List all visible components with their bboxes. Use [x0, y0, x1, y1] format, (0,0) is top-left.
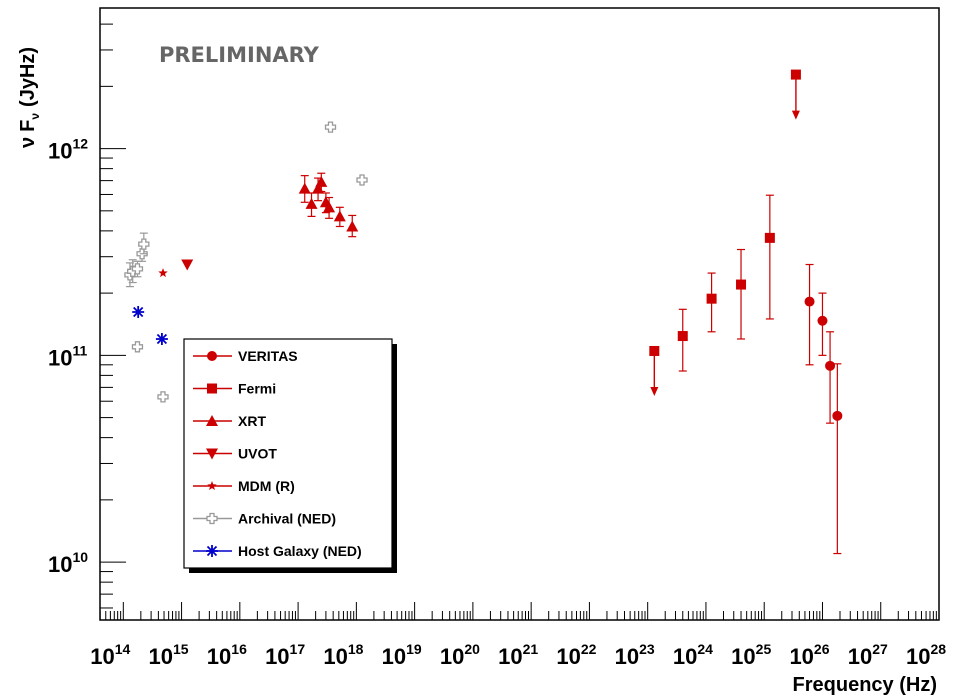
y-tick-label: 1010: [48, 549, 88, 577]
x-axis-title: Frequency (Hz): [793, 674, 937, 696]
legend-label: Host Galaxy (NED): [238, 543, 362, 559]
series-fermi: [649, 69, 801, 396]
y-title-unit: (JyHz): [17, 47, 39, 107]
y-tick-label: 1011: [48, 342, 87, 370]
legend-entry: MDM (R): [193, 478, 295, 494]
series-mdm-r: [158, 268, 168, 278]
data-point: [323, 196, 336, 219]
x-tick-label: 1017: [265, 641, 305, 669]
legend-entry: UVOT: [193, 446, 277, 462]
x-tick-label: 1016: [207, 641, 247, 669]
legend-label: XRT: [238, 413, 266, 429]
data-point: [346, 214, 359, 238]
data-point: [817, 292, 828, 356]
data-point: [649, 345, 660, 396]
data-point: [132, 306, 145, 319]
data-point: [333, 206, 346, 228]
series-host-galaxy-ned: [132, 306, 168, 345]
data-point: [131, 341, 144, 353]
data-point: [790, 69, 801, 120]
y-title-F: F: [17, 120, 39, 132]
x-axis-tick-labels: 1014 1015 1016 1017 1018 1019 1020 1021 1022 1023…: [90, 641, 946, 669]
legend: VERITAS Fermi XRT UVOT MDM (R) Archival (NED)…: [183, 338, 397, 573]
data-point: [764, 194, 775, 320]
x-tick-label: 1018: [323, 641, 363, 669]
plot-frame: [99, 7, 940, 621]
y-tick-label: 1012: [48, 136, 88, 164]
series-xrt: [298, 172, 359, 238]
data-point: [736, 248, 747, 340]
y-axis-ticks: [100, 23, 126, 609]
legend-entry: Archival (NED): [193, 511, 336, 527]
x-tick-label: 1026: [789, 641, 829, 669]
x-tick-label: 1021: [498, 641, 538, 669]
x-tick-label: 1024: [673, 641, 713, 669]
series-archival-ned: [124, 121, 368, 403]
data-point: [298, 175, 311, 203]
data-point: [356, 174, 368, 186]
x-tick-label: 1023: [615, 641, 655, 669]
y-axis-title: νFν (JyHz): [17, 47, 42, 148]
preliminary-annotation: PRELIMINARY: [159, 43, 320, 67]
x-tick-label: 1020: [440, 641, 480, 669]
legend-entry: VERITAS: [193, 348, 298, 364]
data-point: [825, 331, 836, 424]
legend-entry: Host Galaxy (NED): [193, 543, 362, 559]
y-title-sub: ν: [28, 113, 42, 120]
data-marks: [124, 69, 843, 555]
series-veritas: [804, 263, 843, 555]
data-point: [155, 332, 168, 345]
x-tick-label: 1014: [90, 641, 130, 669]
data-point: [324, 121, 337, 133]
data-point: [804, 263, 815, 366]
legend-label: MDM (R): [238, 478, 295, 494]
data-point: [181, 259, 194, 271]
data-point: [677, 308, 688, 372]
svg-text:νFν(JyHz): νFν (JyHz): [17, 47, 42, 148]
x-axis-ticks: [99, 602, 940, 620]
legend-entry: Fermi: [193, 381, 276, 397]
legend-label: UVOT: [238, 446, 277, 462]
x-tick-label: 1025: [731, 641, 771, 669]
legend-label: Archival (NED): [238, 511, 336, 527]
data-point: [157, 391, 169, 403]
data-point: [315, 172, 328, 193]
data-point: [305, 192, 318, 217]
y-title-nu: ν: [17, 137, 39, 148]
legend-entry: XRT: [193, 413, 266, 429]
data-point: [832, 363, 843, 555]
legend-label: VERITAS: [238, 348, 298, 364]
data-point: [138, 232, 150, 255]
x-tick-label: 1028: [906, 641, 946, 669]
series-uvot: [181, 259, 194, 271]
legend-label: Fermi: [238, 381, 276, 397]
x-tick-label: 1027: [848, 641, 888, 669]
x-tick-label: 1019: [382, 641, 422, 669]
data-point: [158, 268, 168, 278]
data-point: [706, 272, 717, 333]
x-tick-label: 1015: [149, 641, 189, 669]
y-axis-tick-labels: 1010 1011 1012: [48, 136, 88, 578]
x-tick-label: 1022: [556, 641, 596, 669]
